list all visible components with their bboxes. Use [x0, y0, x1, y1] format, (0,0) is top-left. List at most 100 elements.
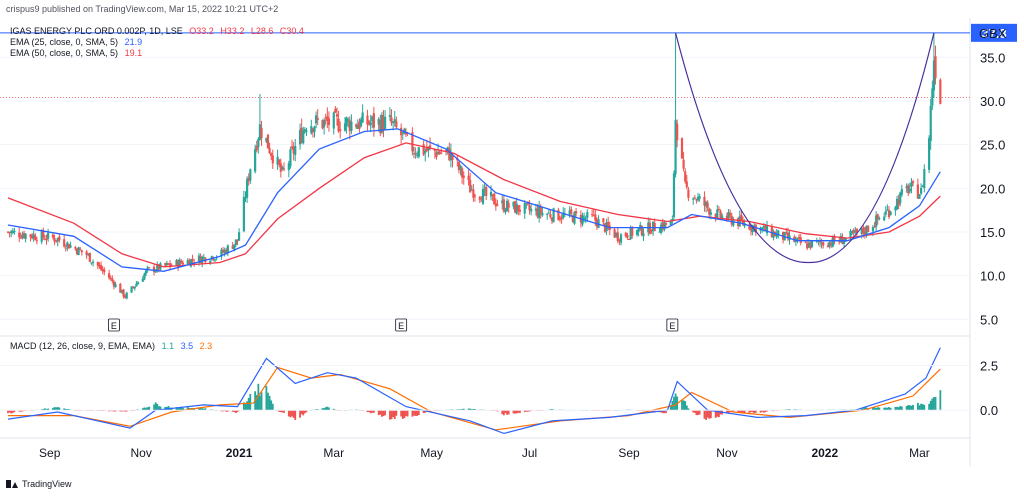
candle-body: [244, 197, 247, 199]
candle-body: [298, 129, 302, 145]
macd-histogram-bar: [695, 410, 698, 416]
macd-histogram-bar: [673, 396, 675, 411]
candle-body: [382, 116, 385, 131]
macd-histogram-bar: [186, 407, 189, 411]
candle-body: [669, 220, 672, 225]
candle-body: [671, 219, 674, 221]
candle-body: [871, 226, 875, 232]
candle-body: [282, 168, 286, 170]
macd-histogram-bar: [201, 408, 204, 411]
candle-body: [133, 286, 136, 289]
candle-body: [674, 120, 677, 175]
candle-body: [732, 219, 735, 226]
candle-body: [640, 226, 643, 236]
candle-body: [249, 169, 252, 181]
candle-body: [404, 132, 408, 135]
macd-histogram-bar: [939, 390, 942, 411]
candle-body: [469, 179, 472, 193]
macd-histogram-bar: [321, 408, 324, 411]
macd-histogram-bar: [381, 410, 383, 417]
macd-histogram-bar: [512, 410, 515, 414]
candle-body: [518, 209, 522, 212]
candle-body: [258, 124, 262, 140]
macd-histogram-bar: [199, 408, 202, 411]
candle-body: [765, 225, 769, 234]
macd-histogram-bar: [332, 408, 335, 411]
earnings-marker[interactable]: E: [108, 318, 120, 332]
candle-body: [29, 234, 32, 237]
macd-histogram-bar: [682, 400, 685, 411]
candle-body: [770, 226, 773, 237]
macd-histogram-bar: [528, 410, 531, 412]
macd-histogram-bar: [732, 410, 735, 412]
candle-body: [642, 233, 645, 237]
candle-body: [626, 234, 629, 238]
macd-histogram-bar: [13, 410, 16, 413]
macd-histogram-bar: [714, 410, 717, 418]
time-axis[interactable]: Sep Nov 2021 Mar May Jul Sep Nov 2022 Mar: [39, 446, 930, 460]
macd-histogram-bar: [469, 408, 472, 411]
candle-body: [124, 295, 127, 298]
candle-body: [303, 129, 306, 133]
candle-body: [393, 119, 396, 123]
macd-histogram-bar: [119, 410, 122, 412]
candle-body: [489, 191, 493, 197]
candle-body: [457, 161, 461, 171]
macd-histogram-bar: [11, 410, 14, 413]
candle-body: [350, 121, 353, 131]
candle-body: [22, 233, 26, 239]
macd-tick-label: 0.0: [980, 403, 998, 418]
earnings-marker[interactable]: E: [666, 318, 679, 332]
candle-body: [571, 215, 574, 223]
candle-body: [619, 234, 623, 243]
candle-body: [523, 203, 526, 214]
macd-histogram-bar: [759, 410, 762, 413]
macd-axis[interactable]: 2.5 0.0: [0, 359, 998, 419]
cup-pattern-curve: [674, 32, 935, 264]
macd-histogram-bar: [303, 410, 306, 414]
candle-body: [451, 154, 454, 161]
candlestick-series: [6, 32, 942, 300]
candle-body: [165, 262, 168, 266]
candle-body: [900, 189, 903, 195]
candle-body: [257, 139, 260, 148]
macd-histogram-bar: [148, 406, 151, 411]
candle-body: [676, 123, 679, 141]
candle-body: [762, 225, 765, 228]
candle-body: [661, 222, 664, 230]
macd-histogram-bar: [916, 402, 919, 411]
candle-body: [918, 194, 921, 199]
macd-histogram-bar: [291, 410, 293, 417]
macd-histogram-bar: [515, 410, 518, 414]
candle-body: [761, 227, 764, 230]
candle-body: [844, 237, 847, 241]
macd-histogram-bar: [18, 410, 21, 412]
candle-body: [592, 214, 595, 216]
earnings-marker[interactable]: E: [395, 318, 408, 332]
candle-body: [650, 232, 653, 234]
candle-body: [436, 151, 440, 155]
candle-body: [804, 242, 807, 244]
candle-body: [233, 244, 236, 250]
candle-body: [541, 212, 544, 216]
macd-histogram-bar: [260, 392, 263, 411]
macd-histogram-bar: [729, 410, 732, 413]
candle-body: [695, 199, 698, 201]
candle-body: [568, 210, 571, 215]
price-axis[interactable]: 35.0 30.0 25.0 20.0 15.0 10.0 5.0: [980, 50, 1005, 327]
macd-histogram-bar: [278, 410, 281, 412]
macd-histogram-bar: [514, 410, 516, 414]
candle-body: [326, 116, 329, 122]
candle-body: [358, 121, 361, 129]
candle-body: [696, 196, 700, 201]
candle-body: [772, 231, 775, 238]
candle-body: [507, 203, 510, 208]
macd-histogram: [7, 383, 942, 420]
candle-body: [11, 230, 14, 234]
candle-body: [143, 273, 146, 280]
candle-body: [281, 167, 284, 170]
candle-body: [478, 197, 481, 200]
macd-histogram-bar: [910, 405, 913, 411]
